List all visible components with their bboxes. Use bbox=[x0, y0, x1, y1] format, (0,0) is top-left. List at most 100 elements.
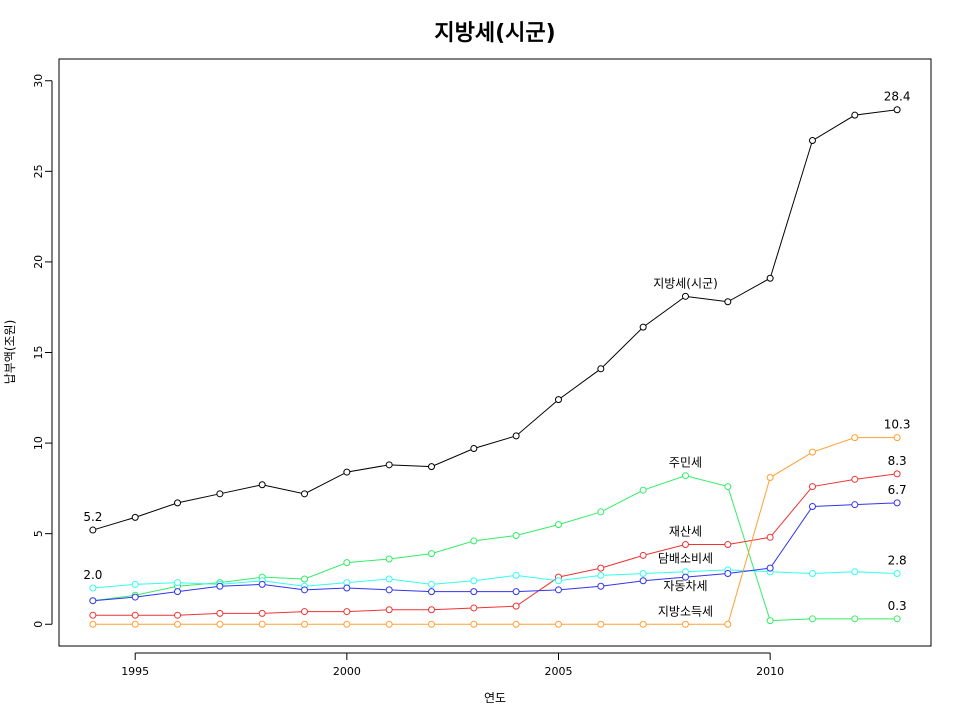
annotation-label: 지방소득세 bbox=[658, 604, 713, 618]
data-point bbox=[216, 620, 224, 628]
data-point bbox=[174, 611, 182, 619]
data-point bbox=[554, 620, 562, 628]
data-point bbox=[512, 588, 520, 596]
data-point bbox=[174, 620, 182, 628]
data-point bbox=[639, 551, 647, 559]
data-point bbox=[512, 620, 520, 628]
data-point bbox=[343, 559, 351, 567]
data-point bbox=[893, 106, 901, 114]
data-point bbox=[258, 580, 266, 588]
data-point bbox=[851, 434, 859, 442]
data-point bbox=[343, 468, 351, 476]
data-point bbox=[512, 432, 520, 440]
data-point bbox=[216, 582, 224, 590]
data-point bbox=[216, 490, 224, 498]
series-4 bbox=[89, 566, 901, 592]
x-axis: 1995 2000 2005 2010 bbox=[121, 652, 784, 678]
data-point bbox=[301, 575, 309, 583]
data-point bbox=[428, 463, 436, 471]
y-tick-label: 20 bbox=[32, 255, 45, 269]
annotation-label: 담배소비세 bbox=[658, 552, 713, 566]
data-point bbox=[301, 586, 309, 594]
data-point bbox=[470, 604, 478, 612]
annotation-label: 주민세 bbox=[669, 456, 702, 470]
series-6 bbox=[89, 434, 901, 628]
data-point bbox=[89, 597, 97, 605]
data-point bbox=[597, 620, 605, 628]
plot-frame bbox=[58, 58, 932, 647]
y-axis-label: 납부액(조원) bbox=[3, 320, 17, 385]
data-point bbox=[428, 606, 436, 614]
data-point bbox=[766, 474, 774, 482]
data-point bbox=[724, 483, 732, 491]
annotation-label: 5.2 bbox=[83, 510, 102, 524]
annotation-label: 28.4 bbox=[884, 90, 911, 104]
data-point bbox=[343, 620, 351, 628]
x-tick-label: 2010 bbox=[756, 665, 784, 678]
data-point bbox=[766, 533, 774, 541]
data-point bbox=[512, 602, 520, 610]
data-point bbox=[554, 396, 562, 404]
annotation-layer: 5.2 2.0 28.4 10.3 8.3 6.7 2.8 0.3 지방세(시군) 주민세재산세담… bbox=[83, 90, 910, 619]
data-point bbox=[681, 620, 689, 628]
data-point bbox=[851, 568, 859, 576]
data-point bbox=[428, 620, 436, 628]
data-point bbox=[766, 274, 774, 282]
data-point bbox=[385, 461, 393, 469]
annotation-label: 자동차세 bbox=[663, 579, 707, 593]
data-point bbox=[385, 575, 393, 583]
series-layer bbox=[89, 106, 901, 628]
data-point bbox=[554, 521, 562, 529]
data-point bbox=[428, 550, 436, 558]
x-tick-label: 1995 bbox=[121, 665, 149, 678]
series-5 bbox=[89, 499, 901, 605]
data-point bbox=[174, 499, 182, 507]
data-point bbox=[258, 620, 266, 628]
y-axis: 0 5 10 15 20 25 30 bbox=[32, 74, 53, 628]
data-point bbox=[808, 570, 816, 578]
data-point bbox=[893, 615, 901, 623]
data-point bbox=[639, 620, 647, 628]
series-3 bbox=[89, 470, 901, 619]
x-tick-label: 2000 bbox=[333, 665, 361, 678]
data-point bbox=[893, 470, 901, 478]
data-point bbox=[174, 588, 182, 596]
data-point bbox=[681, 573, 689, 581]
data-point bbox=[893, 570, 901, 578]
data-point bbox=[131, 611, 139, 619]
data-point bbox=[89, 620, 97, 628]
annotation-label: 8.3 bbox=[888, 454, 907, 468]
data-point bbox=[597, 508, 605, 516]
data-point bbox=[681, 292, 689, 300]
data-point bbox=[89, 526, 97, 534]
data-point bbox=[301, 490, 309, 498]
data-point bbox=[808, 615, 816, 623]
data-point bbox=[724, 298, 732, 306]
series-line bbox=[92, 473, 898, 616]
data-point bbox=[428, 580, 436, 588]
annotation-label: 6.7 bbox=[888, 483, 907, 497]
data-point bbox=[385, 586, 393, 594]
annotation-label: 재산세 bbox=[669, 525, 702, 539]
series-line bbox=[92, 569, 898, 589]
x-tick-label: 2005 bbox=[544, 665, 572, 678]
data-point bbox=[808, 502, 816, 510]
data-point bbox=[258, 481, 266, 489]
chart-title: 지방세(시군) bbox=[434, 21, 555, 46]
data-point bbox=[639, 486, 647, 494]
series-line bbox=[92, 109, 898, 531]
annotation-label: 10.3 bbox=[884, 418, 911, 432]
y-tick-label: 30 bbox=[32, 74, 45, 88]
data-point bbox=[554, 586, 562, 594]
data-point bbox=[851, 615, 859, 623]
series-line bbox=[92, 475, 898, 622]
data-point bbox=[89, 584, 97, 592]
data-point bbox=[597, 571, 605, 579]
data-point bbox=[470, 577, 478, 585]
data-point bbox=[893, 499, 901, 507]
data-point bbox=[343, 584, 351, 592]
data-point bbox=[470, 588, 478, 596]
x-axis-label: 연도 bbox=[484, 691, 506, 705]
series-line bbox=[92, 502, 898, 602]
